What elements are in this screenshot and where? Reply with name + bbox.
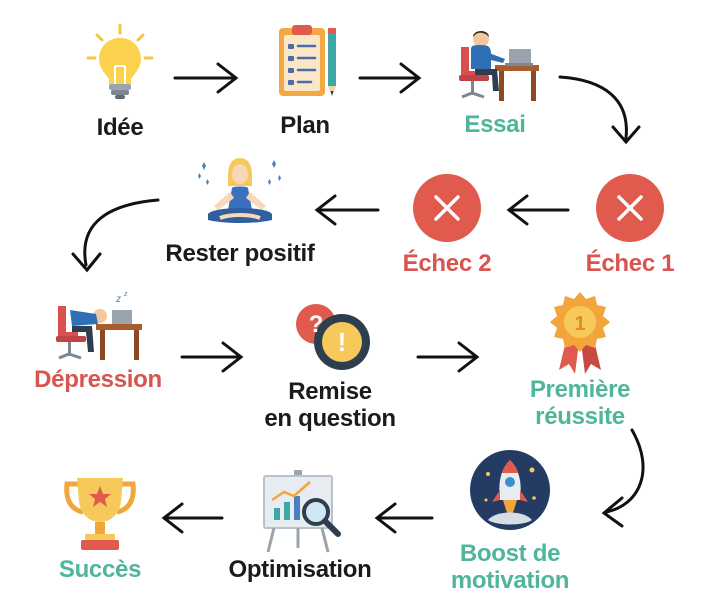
label-plan: Plan — [280, 112, 330, 139]
sleep-z-icon: z — [123, 291, 128, 298]
clipboard-checklist-icon — [279, 25, 336, 96]
rocket-icon — [470, 450, 550, 530]
label-premiere-1: Première — [529, 376, 631, 403]
x-circle-icon — [413, 174, 481, 242]
trophy-icon — [64, 478, 136, 550]
label-boost-1: Boost de — [459, 540, 561, 567]
x-circle-icon — [596, 174, 664, 242]
arrow-idee-plan-head — [216, 62, 239, 94]
question-mark: ? — [309, 311, 324, 338]
person-at-desk-icon — [459, 31, 539, 101]
arrow-echec2-positif-head — [314, 194, 337, 226]
node-rester-positif: Rester positif — [150, 152, 330, 267]
node-remise-en-question: ? ! Remise en question — [240, 300, 420, 432]
label-premiere-2: réussite — [535, 403, 625, 430]
label-essai: Essai — [464, 111, 526, 138]
label-succes: Succès — [58, 556, 142, 583]
meditating-woman-icon — [198, 158, 281, 223]
arrow-echec1-echec2-head — [506, 194, 529, 226]
head-down-desk-icon: z z — [56, 291, 142, 360]
node-premiere-reussite: 1 Première réussite — [500, 290, 660, 430]
label-optimisation: Optimisation — [228, 556, 372, 583]
node-depression: z z Dépression — [18, 290, 178, 393]
arrow-essai-echec1-head — [611, 125, 641, 145]
arrow-optimisation-succes-head — [161, 502, 184, 534]
node-optimisation: Optimisation — [215, 468, 385, 583]
label-rester-positif: Rester positif — [165, 240, 315, 267]
arrow-depression-remise-head — [221, 341, 244, 373]
medal-number: 1 — [574, 313, 585, 335]
arrow-positif-depression-head — [71, 252, 102, 273]
node-echec2: Échec 2 — [387, 172, 507, 277]
node-echec1: Échec 1 — [570, 172, 690, 277]
arrow-premiere-boost — [604, 428, 645, 514]
chart-board-magnifier-icon — [263, 470, 341, 553]
label-remise-2: en question — [264, 405, 396, 432]
node-essai: Essai — [435, 25, 555, 138]
sleep-z-icon: z — [115, 294, 121, 305]
node-succes: Succès — [40, 472, 160, 583]
node-plan: Plan — [250, 22, 360, 139]
label-depression: Dépression — [34, 366, 162, 393]
exclamation-mark: ! — [338, 327, 347, 357]
arrow-plan-essai-head — [399, 62, 422, 94]
arrow-essai-echec1 — [558, 75, 628, 140]
arrow-positif-depression — [83, 198, 160, 267]
label-boost-2: motivation — [450, 567, 570, 594]
medal-rosette-icon: 1 — [550, 292, 610, 374]
label-remise-1: Remise — [288, 378, 372, 405]
node-boost-motivation: Boost de motivation — [430, 448, 590, 594]
label-echec2: Échec 2 — [402, 250, 492, 277]
arrow-boost-optimisation-head — [374, 502, 397, 534]
label-echec1: Échec 1 — [585, 250, 675, 277]
label-idee: Idée — [96, 114, 144, 141]
lightbulb-icon — [86, 23, 154, 99]
arrow-premiere-boost-head — [601, 496, 624, 528]
node-idee: Idée — [70, 22, 170, 141]
arrow-remise-premiere-head — [457, 341, 480, 373]
question-exclamation-bubbles-icon: ? ! — [296, 304, 370, 370]
